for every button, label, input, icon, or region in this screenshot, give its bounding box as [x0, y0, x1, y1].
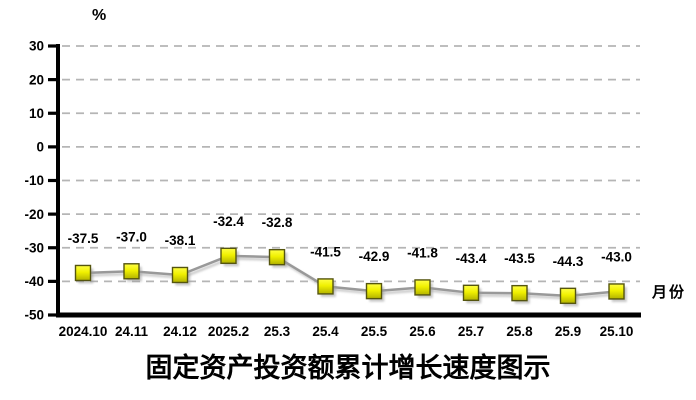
y-tick-label: -20 [24, 207, 44, 222]
x-tick-label: 25.9 [555, 324, 581, 339]
data-label: -41.8 [407, 245, 438, 260]
data-point-marker[interactable] [171, 266, 189, 284]
y-axis-ticks: 30 20 10 0 -10 -20 -30 -40 -50 [24, 39, 58, 323]
data-point-marker[interactable] [414, 279, 431, 296]
y-tick-label: 20 [29, 72, 44, 87]
x-tick-label: 25.10 [600, 324, 634, 339]
data-label: -38.1 [165, 233, 196, 248]
data-point-marker[interactable] [268, 248, 286, 266]
y-tick-label: 30 [29, 39, 44, 54]
data-labels: -37.5 -37.0 -38.1 -32.4 -32.8 -41.5 -42.9 -41.8… [68, 214, 632, 269]
data-label: -37.5 [68, 231, 99, 246]
data-label: -43.4 [456, 251, 487, 266]
data-point-marker[interactable] [365, 282, 383, 300]
y-axis-unit-label: % [92, 7, 107, 24]
x-tick-label: 25.5 [361, 324, 388, 339]
data-label: -37.0 [116, 229, 147, 244]
data-point-marker[interactable] [123, 263, 140, 280]
data-label: -43.0 [601, 249, 632, 264]
x-axis-unit-label: 月份 [652, 284, 687, 301]
x-tick-label: 25.8 [506, 324, 533, 339]
gridlines [62, 45, 640, 283]
data-point-marker[interactable] [220, 247, 237, 265]
data-point-marker[interactable] [74, 264, 92, 282]
y-tick-label: -10 [24, 173, 44, 188]
y-tick-label: -30 [24, 240, 44, 255]
x-tick-label: 25.6 [409, 324, 436, 339]
y-tick-label: -50 [24, 308, 44, 323]
x-tick-label: 25.7 [458, 324, 484, 339]
y-tick-label: 0 [36, 140, 44, 155]
data-label: -44.3 [553, 254, 584, 269]
data-label: -32.4 [213, 214, 244, 229]
data-point-marker[interactable] [317, 278, 334, 295]
x-axis-labels: 2024.10 24.11 24.12 2025.2 25.3 25.4 25.5 25.6 2… [59, 324, 634, 339]
chart-title: 固定资产投资额累计增长速度图示 [145, 353, 551, 384]
data-point-marker[interactable] [559, 287, 577, 305]
x-tick-label: 24.12 [163, 324, 197, 339]
data-label: -42.9 [359, 249, 390, 264]
x-tick-label: 2024.10 [59, 324, 108, 339]
data-label: -32.8 [262, 215, 293, 230]
y-tick-label: -40 [24, 274, 44, 289]
x-tick-label: 2025.2 [208, 324, 249, 339]
series-line-shadow [84, 257, 619, 300]
data-point-marker[interactable] [511, 284, 528, 302]
x-tick-label: 25.4 [312, 324, 339, 339]
data-label: -43.5 [504, 251, 535, 266]
series-markers [74, 247, 627, 307]
y-tick-label: 10 [29, 106, 44, 121]
data-point-marker[interactable] [608, 283, 625, 300]
x-tick-label: 25.3 [264, 324, 291, 339]
x-tick-label: 24.11 [115, 324, 149, 339]
data-label: -41.5 [310, 244, 341, 259]
data-point-marker[interactable] [462, 284, 480, 302]
